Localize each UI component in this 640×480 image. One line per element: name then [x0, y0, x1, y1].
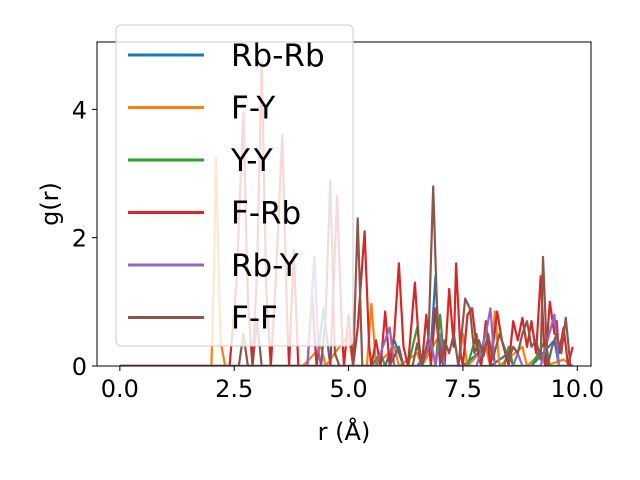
x-axis-title: r (Å) [318, 417, 371, 446]
y-tick-label: 2 [72, 225, 87, 253]
y-tick-label: 4 [72, 96, 87, 124]
legend-label-f-f: F-F [231, 301, 278, 337]
legend: Rb-Rb F-Y Y-Y F-Rb Rb-Y F-F [115, 24, 354, 347]
x-tick-label: 10.0 [551, 375, 604, 403]
x-tick-label: 2.5 [215, 375, 253, 403]
legend-label-rb-rb: Rb-Rb [231, 38, 325, 74]
y-tick-label: 0 [72, 353, 87, 381]
x-tick-label: 7.5 [444, 375, 482, 403]
legend-label-f-rb: F-Rb [231, 196, 301, 232]
x-axis: 0.0 2.5 5.0 7.5 10.0 [101, 366, 604, 403]
x-tick-label: 5.0 [329, 375, 367, 403]
legend-label-rb-y: Rb-Y [231, 248, 299, 284]
y-axis-title: g(r) [36, 182, 64, 226]
series-line-f-y [119, 156, 574, 366]
series-line-rb-y [119, 255, 573, 366]
x-tick-label: 0.0 [101, 375, 139, 403]
y-axis: 0 2 4 [72, 96, 97, 381]
legend-label-f-y: F-Y [231, 91, 275, 127]
legend-label-y-y: Y-Y [230, 143, 273, 179]
